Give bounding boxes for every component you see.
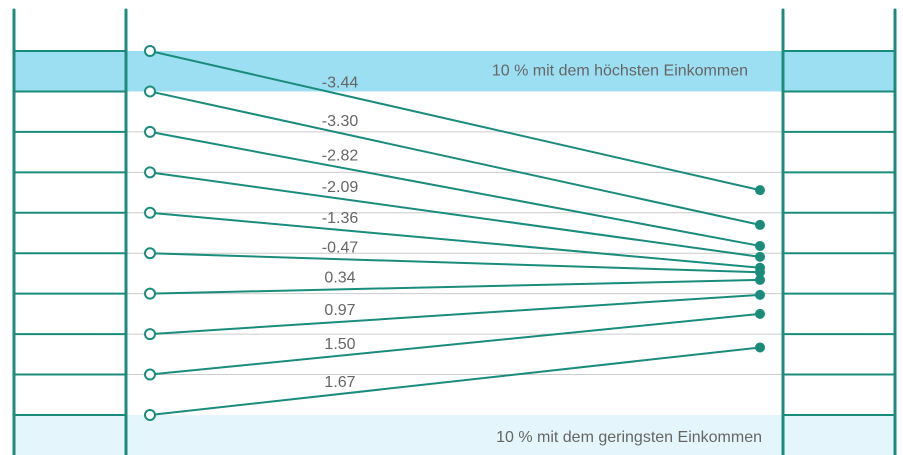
slope-line — [149, 252, 761, 274]
end-point — [755, 219, 765, 230]
start-point — [144, 166, 156, 179]
end-point — [755, 308, 765, 319]
value-label: 0.97 — [324, 302, 355, 319]
value-label: -2.82 — [322, 148, 359, 165]
slope-line — [149, 312, 761, 376]
end-point — [755, 267, 765, 278]
value-label: -3.30 — [322, 113, 359, 130]
slope-line — [149, 130, 761, 247]
annotation: 10 % mit dem geringsten Einkommen — [496, 429, 762, 446]
top-band — [14, 51, 895, 92]
value-label: 1.50 — [324, 336, 355, 353]
annotation: 10 % mit dem höchsten Einkommen — [492, 62, 748, 79]
slope-line — [149, 50, 761, 192]
slope-line — [149, 171, 761, 258]
start-point — [144, 45, 156, 57]
value-label: -1.36 — [322, 210, 359, 227]
end-point — [755, 274, 765, 285]
slope-line — [149, 90, 761, 226]
start-point — [144, 368, 156, 381]
value-label: 1.67 — [324, 374, 355, 391]
start-point — [144, 206, 156, 219]
start-point — [144, 328, 156, 341]
end-point — [755, 240, 765, 251]
slope-line — [149, 346, 761, 416]
bottom-band — [14, 415, 895, 455]
end-point — [755, 289, 765, 300]
end-point — [755, 342, 765, 353]
value-label: -2.09 — [322, 179, 359, 196]
start-point — [144, 85, 156, 98]
start-point — [144, 247, 156, 260]
slope-line — [149, 293, 761, 336]
start-point — [144, 287, 156, 300]
slope-line — [149, 278, 761, 295]
value-label: -0.47 — [322, 239, 359, 256]
end-point — [755, 251, 765, 262]
value-label: 0.34 — [324, 270, 355, 287]
end-point — [755, 185, 765, 196]
slope-line — [149, 211, 761, 269]
start-point — [144, 409, 156, 421]
start-point — [144, 125, 156, 138]
value-label: -3.44 — [322, 75, 359, 92]
